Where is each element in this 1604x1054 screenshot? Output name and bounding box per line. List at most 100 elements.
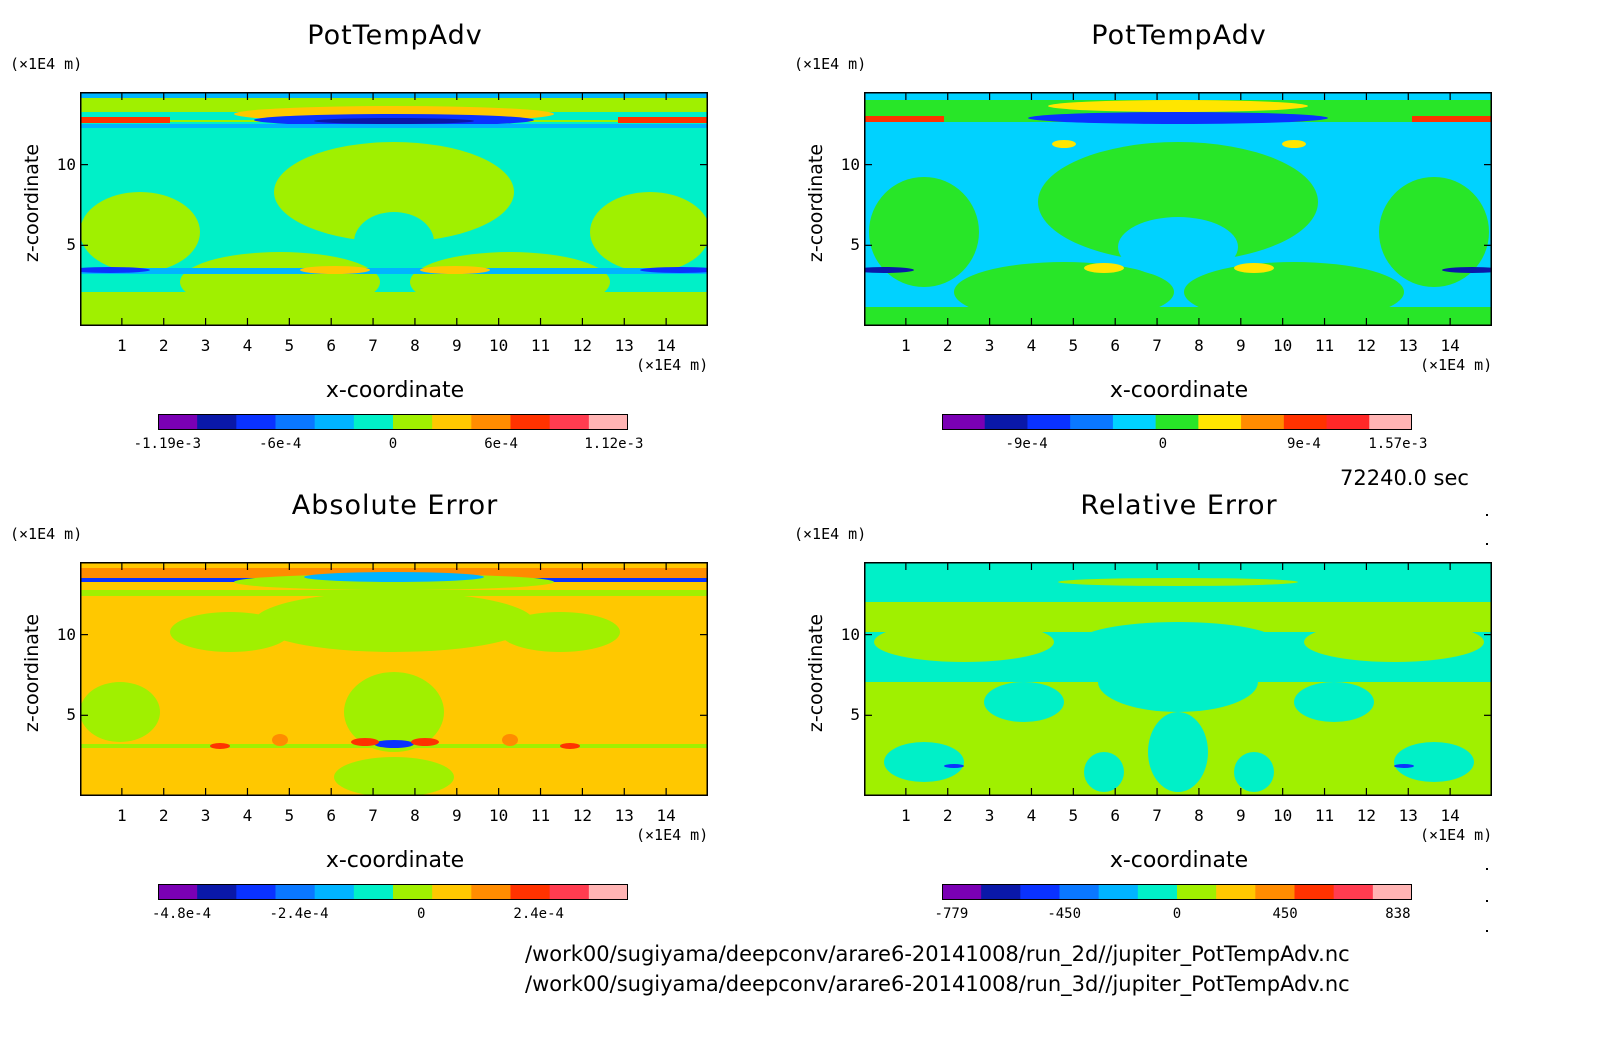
contour-region: [300, 266, 370, 274]
x-tick-label: 5: [1068, 806, 1079, 825]
contour-region: [304, 572, 484, 582]
colorbar-swatch: [1112, 414, 1157, 430]
colorbar-swatch: [588, 414, 629, 430]
contour-region: [1058, 578, 1298, 586]
colorbar-swatch: [1137, 884, 1178, 900]
chart-title: PotTempAdv: [1091, 20, 1267, 51]
x-axis-unit: (×1E4 m): [636, 356, 709, 374]
colorbar-swatch: [984, 414, 1028, 430]
panel-top-right: PotTempAdv (×1E4 m) (×1E4 m) x-coordinate z-…: [784, 0, 1564, 470]
x-tick-label: 8: [1194, 806, 1204, 825]
x-axis-label: x-coordinate: [325, 378, 465, 403]
marker-dot: [1486, 900, 1488, 902]
contour-region: [420, 266, 490, 274]
plot-frame: [80, 562, 708, 796]
contour-region: [944, 764, 964, 768]
contour-region: [618, 117, 708, 123]
contour-region: [1078, 622, 1278, 662]
colorbar-swatch: [275, 884, 316, 900]
contour-plot: [80, 92, 708, 326]
colorbar: [158, 884, 629, 900]
x-tick-label: 8: [1194, 336, 1204, 355]
z-tick-label: 10: [56, 624, 76, 644]
colorbar: [158, 414, 629, 430]
contour-region: [984, 682, 1064, 722]
x-axis-unit: (×1E4 m): [636, 826, 709, 844]
colorbar-swatch: [588, 884, 629, 900]
colorbar-label: 0: [1172, 906, 1182, 922]
chart-title: Relative Error: [1080, 490, 1278, 521]
colorbar-label: 838: [1385, 906, 1411, 922]
contour-region: [80, 682, 160, 742]
colorbar: [942, 414, 1413, 430]
colorbar-scale: [942, 884, 1413, 900]
colorbar-scale: [158, 414, 629, 430]
panel-bottom-right: Relative Error (×1E4 m) (×1E4 m) x-coordina…: [784, 470, 1564, 940]
x-tick-label: 5: [284, 806, 295, 825]
contour-region: [1118, 217, 1238, 277]
x-tick-label: 11: [1314, 336, 1335, 355]
x-tick-label: 3: [984, 336, 995, 355]
contour-field: [864, 92, 1492, 326]
x-tick-label: 5: [1068, 336, 1079, 355]
contour-region: [1084, 752, 1124, 792]
x-tick-label: 10: [489, 806, 509, 825]
x-tick-label: 1: [117, 336, 127, 355]
colorbar-swatch: [1283, 414, 1328, 430]
colorbar-swatch: [1177, 884, 1217, 900]
colorbar-swatch: [432, 414, 472, 430]
colorbar-swatch: [158, 884, 198, 900]
x-tick-label: 14: [656, 806, 676, 825]
x-tick-label: 4: [1026, 336, 1037, 355]
z-tick-label: 10: [56, 154, 76, 174]
contour-region: [1234, 263, 1274, 273]
colorbar-label: -2.4e-4: [269, 906, 329, 922]
x-tick-label: 12: [572, 806, 593, 825]
colorbar-label: 6e-4: [484, 436, 518, 452]
contour-region: [864, 307, 1492, 326]
x-tick-label: 2: [942, 806, 953, 825]
x-tick-label: 9: [451, 336, 462, 355]
z-axis-unit: (×1E4 m): [794, 525, 867, 543]
x-tick-label: 2: [158, 336, 169, 355]
colorbar-swatch: [353, 414, 394, 430]
x-tick-label: 9: [1235, 336, 1246, 355]
colorbar-swatch: [942, 884, 982, 900]
x-tick-label: 1: [901, 806, 911, 825]
contour-region: [80, 124, 708, 128]
x-tick-label: 3: [984, 806, 995, 825]
contour-region: [1028, 112, 1328, 124]
colorbar-swatch: [275, 414, 316, 430]
z-tick-label: 5: [66, 705, 76, 725]
colorbar-swatch: [981, 884, 1021, 900]
contour-region: [1442, 267, 1492, 273]
contour-region: [500, 612, 620, 652]
z-tick-label: 5: [66, 235, 76, 255]
x-tick-label: 9: [451, 806, 462, 825]
colorbar-swatch: [197, 884, 237, 900]
x-tick-label: 2: [942, 336, 953, 355]
x-tick-label: 4: [1026, 806, 1037, 825]
x-tick-label: 13: [1398, 806, 1418, 825]
x-tick-label: 6: [326, 336, 336, 355]
colorbar-swatch: [393, 884, 433, 900]
time-label: 72240.0 sec: [1340, 466, 1469, 490]
x-tick-label: 5: [284, 336, 295, 355]
contour-region: [1098, 652, 1258, 712]
plot-frame: [864, 92, 1492, 326]
colorbar-label: 0: [1158, 436, 1168, 452]
colorbar-swatch: [1326, 414, 1370, 430]
file-path-2d: /work00/sugiyama/deepconv/arare6-2014100…: [525, 942, 1350, 966]
colorbar-swatch: [549, 414, 590, 430]
contour-region: [864, 92, 1492, 100]
x-tick-label: 11: [1314, 806, 1335, 825]
contour-region: [502, 734, 518, 746]
x-tick-label: 7: [1152, 806, 1162, 825]
contour-region: [1394, 764, 1414, 768]
colorbar-swatch: [471, 884, 511, 900]
contour-region: [80, 192, 200, 272]
x-tick-label: 13: [614, 336, 634, 355]
colorbar-swatch: [393, 414, 433, 430]
contour-region: [80, 267, 150, 273]
colorbar-swatch: [510, 414, 551, 430]
